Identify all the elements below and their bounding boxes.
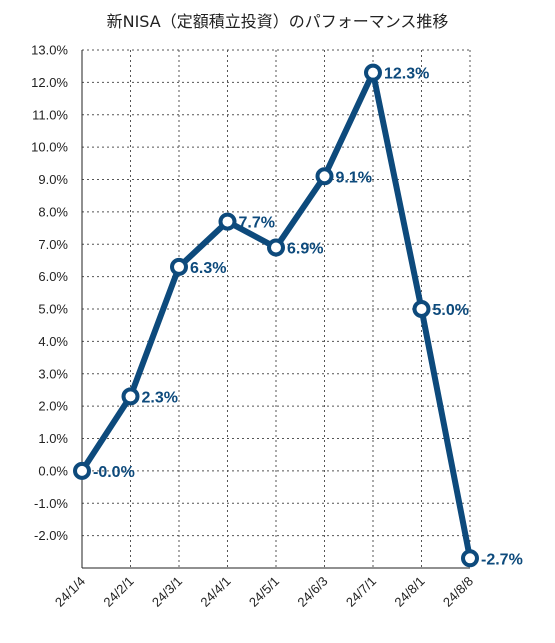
y-tick-label: 11.0% xyxy=(32,107,68,122)
data-point xyxy=(315,167,334,186)
data-point xyxy=(121,387,140,406)
y-tick-label: 6.0% xyxy=(38,269,68,284)
y-tick-label: 10.0% xyxy=(31,140,68,155)
series-layer xyxy=(73,63,479,568)
y-tick-label: -1.0% xyxy=(34,496,68,511)
data-point xyxy=(461,549,479,568)
y-tick-label: 4.0% xyxy=(38,334,68,349)
data-point xyxy=(73,461,91,480)
data-label: 9.1% xyxy=(336,169,372,186)
x-tick-label: 24/7/1 xyxy=(343,574,379,610)
y-tick-label: 0.0% xyxy=(38,463,68,478)
x-tick-label: 24/4/1 xyxy=(197,574,233,610)
y-tick-label: 3.0% xyxy=(38,366,68,381)
grid-layer xyxy=(81,49,471,568)
y-tick-label: 2.0% xyxy=(38,399,68,414)
y-tick-label: 12.0% xyxy=(31,75,68,90)
x-tick-label: 24/8/1 xyxy=(391,574,427,610)
x-tick-label: 24/6/3 xyxy=(294,574,330,610)
axis-layer xyxy=(81,50,470,569)
x-tick-label: 24/3/1 xyxy=(149,574,185,610)
x-tick-label: 24/2/1 xyxy=(100,574,136,610)
data-label: 7.7% xyxy=(239,215,275,232)
y-tick-label: 5.0% xyxy=(38,302,68,317)
y-tick-label: -2.0% xyxy=(34,528,68,543)
x-tick-labels: 24/1/4 24/2/1 24/3/1 24/4/1 24/5/1 24/6/3 24/7… xyxy=(52,574,476,610)
y-tick-label: 7.0% xyxy=(38,237,68,252)
data-labels: -0.0% 2.3% 6.3% 7.7% 6.9% 9.1% 12.3% 5.0% -2.7% xyxy=(93,66,523,569)
y-tick-label: 9.0% xyxy=(38,172,68,187)
data-point xyxy=(364,63,382,82)
data-label: 5.0% xyxy=(433,302,469,319)
data-point xyxy=(218,212,237,231)
y-tick-label: 8.0% xyxy=(38,204,68,219)
data-label: -0.0% xyxy=(93,464,135,481)
data-label: 6.9% xyxy=(287,240,323,257)
data-point xyxy=(267,238,285,257)
data-point xyxy=(170,257,188,276)
x-tick-label: 24/8/8 xyxy=(440,574,476,610)
y-tick-labels: 13.0% 12.0% 11.0% 10.0% 9.0% 8.0% 7.0% 6.0% 5.0%… xyxy=(31,43,68,544)
data-label: 12.3% xyxy=(384,66,429,83)
x-tick-label: 24/1/4 xyxy=(52,574,88,610)
y-tick-label: 1.0% xyxy=(38,431,68,446)
data-point xyxy=(412,300,431,318)
chart-title: 新NISA（定額積立投資）のパフォーマンス推移 xyxy=(106,12,449,31)
y-tick-label: 13.0% xyxy=(31,43,68,58)
data-label: 6.3% xyxy=(190,260,226,277)
x-tick-label: 24/5/1 xyxy=(246,574,282,610)
data-label: -2.7% xyxy=(481,551,523,568)
data-label: 2.3% xyxy=(142,389,178,406)
